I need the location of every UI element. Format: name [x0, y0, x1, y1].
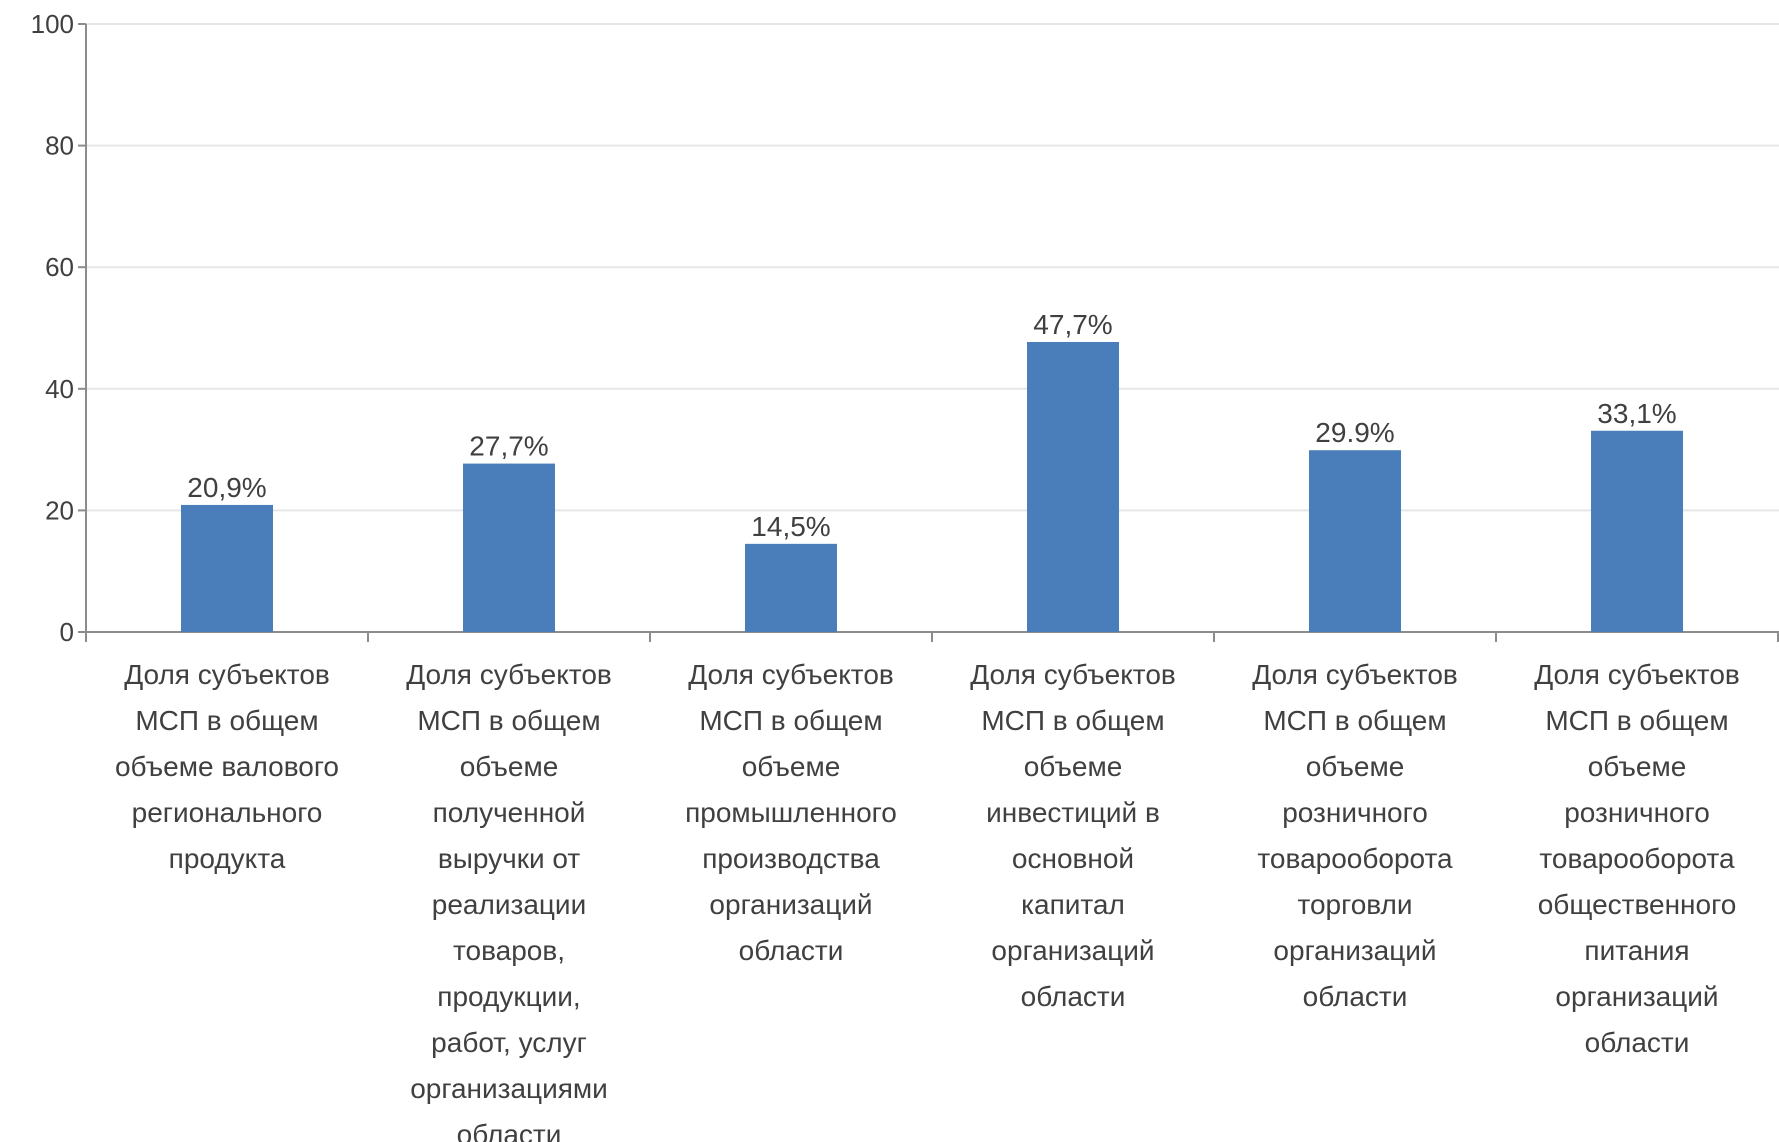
category-label-line: объеме — [1306, 751, 1405, 782]
category-label-line: капитал — [1021, 889, 1125, 920]
category-label-line: организаций — [1273, 935, 1436, 966]
category-label-line: работ, услуг — [431, 1027, 587, 1058]
category-label: Доля субъектов МСП в общем объеме валового… — [115, 659, 339, 874]
category-label-line: регионального — [132, 797, 323, 828]
category-label-line: продукта — [169, 843, 286, 874]
category-label-line: розничного — [1564, 797, 1710, 828]
category-label-line: МСП в общем — [981, 705, 1164, 736]
category-label-line: общественного — [1538, 889, 1737, 920]
category-label-line: области — [457, 1119, 562, 1142]
category-label-line: МСП в общем — [417, 705, 600, 736]
category-labels: Доля субъектов МСП в общем объеме валового… — [115, 659, 1740, 1142]
category-label-line: области — [739, 935, 844, 966]
bar — [1027, 342, 1119, 632]
category-label-line: Доля субъектов — [1252, 659, 1458, 690]
category-label-line: организаций — [709, 889, 872, 920]
data-label: 33,1% — [1597, 398, 1676, 429]
data-label: 27,7% — [469, 431, 548, 462]
category-label: Доля субъектов МСП в общем объеме промышлен… — [685, 659, 897, 966]
category-label-line: Доля субъектов — [124, 659, 330, 690]
bar — [463, 464, 555, 632]
y-tick-label: 40 — [45, 374, 74, 404]
category-label-line: товарооборота — [1539, 843, 1735, 874]
category-label-line: Доля субъектов — [688, 659, 894, 690]
category-label-line: области — [1303, 981, 1408, 1012]
category-label-line: объеме — [1588, 751, 1687, 782]
category-label: Доля субъектов МСП в общем объеме инвестици… — [970, 659, 1176, 1012]
category-label-line: объеме — [1024, 751, 1123, 782]
category-label-line: товаров, — [453, 935, 565, 966]
category-label-line: области — [1585, 1027, 1690, 1058]
category-label-line: реализации — [432, 889, 586, 920]
category-label-line: МСП в общем — [1545, 705, 1728, 736]
category-label-line: МСП в общем — [1263, 705, 1446, 736]
axes: 0 20 40 60 80 100 — [31, 9, 1779, 647]
category-label-line: продукции, — [437, 981, 580, 1012]
category-label: Доля субъектов МСП в общем объеме розничног… — [1252, 659, 1458, 1012]
data-label: 14,5% — [751, 511, 830, 542]
category-label-line: розничного — [1282, 797, 1428, 828]
category-label: Доля субъектов МСП в общем объеме розничног… — [1534, 659, 1740, 1058]
category-label-line: инвестиций в — [986, 797, 1160, 828]
category-label-line: Доля субъектов — [1534, 659, 1740, 690]
data-label: 29.9% — [1315, 417, 1394, 448]
bar — [181, 505, 273, 632]
category-label-line: организаций — [991, 935, 1154, 966]
category-label-line: полученной — [433, 797, 586, 828]
data-label: 20,9% — [187, 472, 266, 503]
y-tick-label: 100 — [31, 9, 74, 39]
category-label-line: промышленного — [685, 797, 897, 828]
bars — [181, 342, 1683, 632]
category-label-line: МСП в общем — [699, 705, 882, 736]
category-label-line: товарооборота — [1257, 843, 1453, 874]
gridlines — [86, 24, 1779, 510]
category-label-line: Доля субъектов — [406, 659, 612, 690]
bar — [745, 544, 837, 632]
category-label: Доля субъектов МСП в общем объеме полученно… — [406, 659, 612, 1142]
category-label-line: организаций — [1555, 981, 1718, 1012]
y-tick-label: 20 — [45, 495, 74, 525]
y-tick-label: 60 — [45, 252, 74, 282]
data-label: 47,7% — [1033, 309, 1112, 340]
category-label-line: Доля субъектов — [970, 659, 1176, 690]
category-label-line: организациями — [410, 1073, 608, 1104]
data-labels: 20,9% 27,7% 14,5% 47,7% 29.9% 33,1% — [187, 309, 1676, 542]
bar — [1591, 431, 1683, 632]
bar — [1309, 450, 1401, 632]
category-label-line: объеме валового — [115, 751, 339, 782]
category-label-line: объеме — [460, 751, 559, 782]
category-label-line: питания — [1584, 935, 1689, 966]
y-tick-label: 0 — [60, 617, 74, 647]
category-label-line: МСП в общем — [135, 705, 318, 736]
category-label-line: производства — [702, 843, 880, 874]
category-label-line: торговли — [1297, 889, 1412, 920]
category-label-line: основной — [1012, 843, 1134, 874]
category-label-line: области — [1021, 981, 1126, 1012]
category-label-line: объеме — [742, 751, 841, 782]
category-label-line: выручки от — [438, 843, 580, 874]
y-tick-label: 80 — [45, 131, 74, 161]
